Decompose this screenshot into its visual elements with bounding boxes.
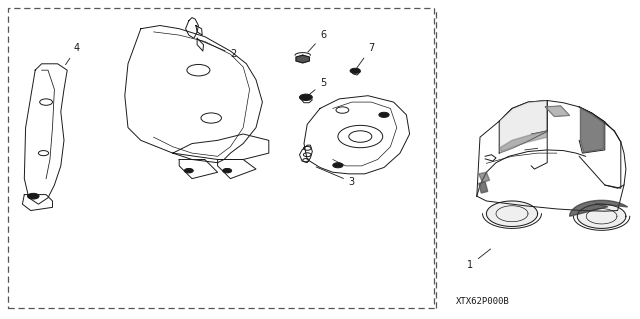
Text: XTX62P000B: XTX62P000B — [456, 297, 510, 306]
Polygon shape — [486, 201, 538, 226]
Polygon shape — [570, 200, 627, 216]
Text: 7: 7 — [357, 43, 374, 68]
Text: 1: 1 — [467, 249, 491, 270]
Polygon shape — [580, 108, 604, 152]
Circle shape — [350, 68, 360, 73]
Polygon shape — [296, 55, 309, 63]
Polygon shape — [479, 182, 488, 193]
Polygon shape — [479, 172, 490, 182]
Polygon shape — [577, 204, 626, 228]
Text: 2: 2 — [198, 39, 237, 59]
Circle shape — [333, 163, 343, 168]
Circle shape — [223, 168, 232, 173]
Text: 5: 5 — [306, 78, 326, 97]
Polygon shape — [500, 101, 547, 152]
Text: 6: 6 — [308, 30, 326, 52]
Polygon shape — [545, 106, 570, 116]
Circle shape — [379, 112, 389, 117]
Circle shape — [300, 94, 312, 100]
Polygon shape — [500, 131, 547, 152]
Text: 3: 3 — [316, 167, 355, 187]
Circle shape — [28, 193, 39, 199]
Text: 4: 4 — [65, 43, 80, 65]
Circle shape — [184, 168, 193, 173]
